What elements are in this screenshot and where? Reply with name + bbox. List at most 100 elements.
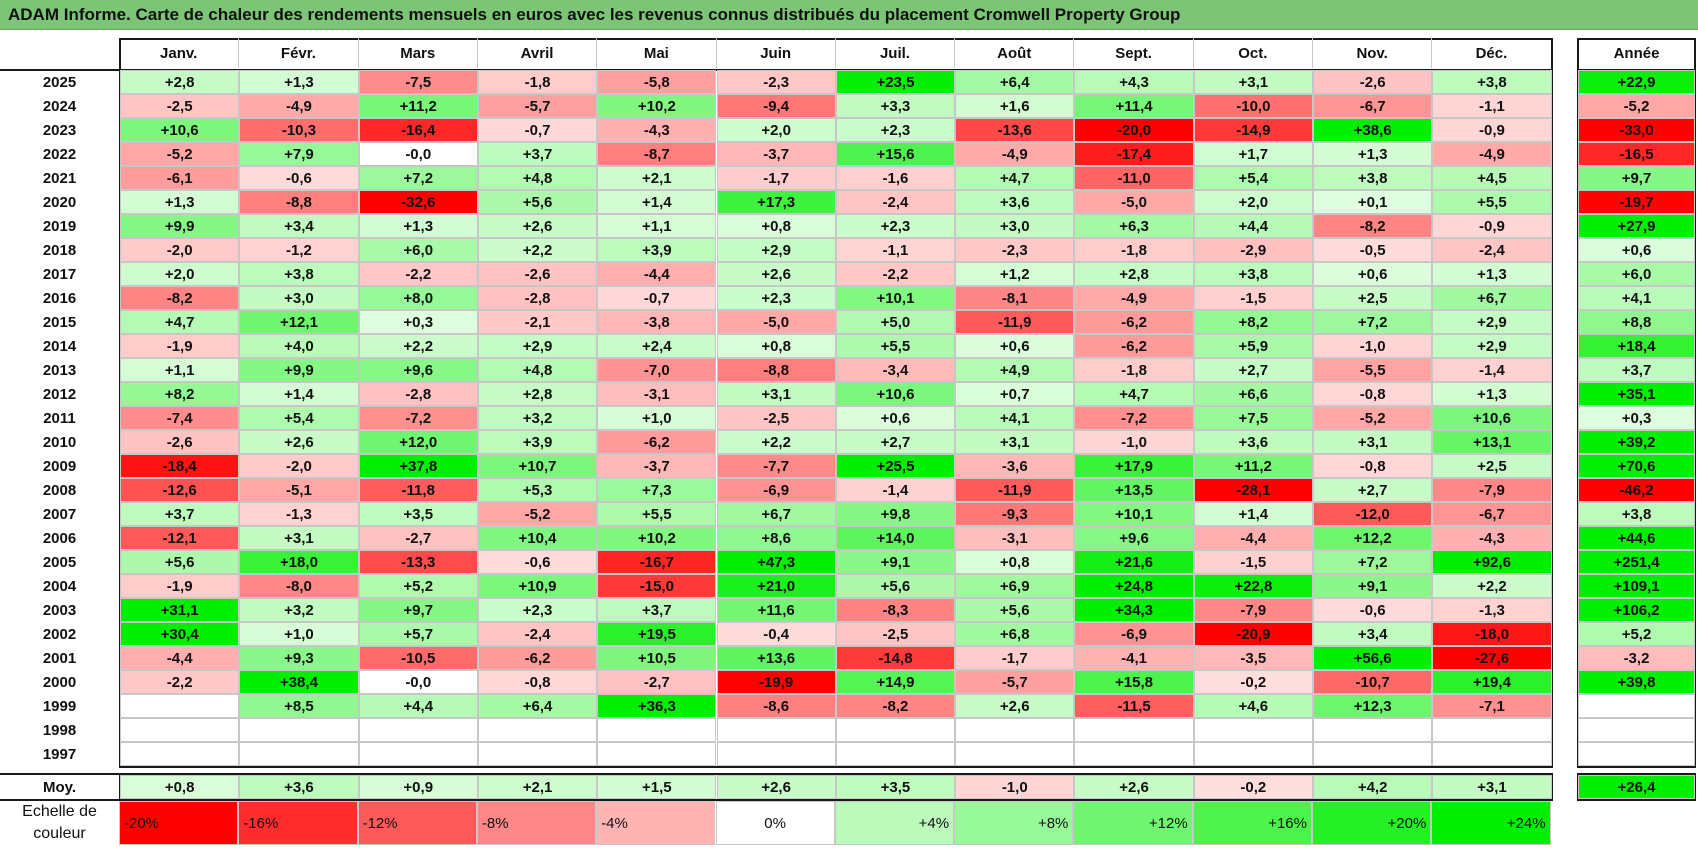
heatmap-cell: -2,2 <box>358 262 478 286</box>
annual-cell: +251,4 <box>1578 550 1695 574</box>
heatmap-cell: -1,1 <box>835 238 956 262</box>
year-label: 2010 <box>42 433 77 451</box>
heatmap-cell: -2,0 <box>239 454 359 478</box>
heatmap-cell: +10,9 <box>477 574 598 598</box>
heatmap-cell: -10,5 <box>358 646 478 670</box>
annual-cell: +39,2 <box>1578 430 1695 454</box>
year-label: 2008 <box>42 481 77 499</box>
average-cell: +4,2 <box>1313 775 1433 799</box>
heatmap-cell: +4,6 <box>1193 694 1313 718</box>
heatmap-cell: +5,0 <box>835 310 956 334</box>
heatmap-cell: -2,9 <box>1193 238 1313 262</box>
heatmap-cell: +9,8 <box>835 502 956 526</box>
heatmap-cell: +30,4 <box>120 622 240 646</box>
year-label: 2001 <box>42 649 77 667</box>
heatmap-cell: +24,8 <box>1074 574 1194 598</box>
heatmap-cell: -0,2 <box>1193 670 1313 694</box>
year-label: 2025 <box>42 73 77 91</box>
heatmap-cell: -2,5 <box>120 94 240 118</box>
heatmap-cell: +2,8 <box>477 382 598 406</box>
heatmap-cell: -2,5 <box>716 406 836 430</box>
heatmap-cell: -8,6 <box>716 694 836 718</box>
heatmap-cell: -2,6 <box>477 262 598 286</box>
annual-cell: +22,9 <box>1578 70 1695 94</box>
heatmap-cell: +9,1 <box>1313 574 1433 598</box>
heatmap-cell: -18,4 <box>120 454 240 478</box>
heatmap-cell: +5,5 <box>597 502 717 526</box>
heatmap-cell: -13,3 <box>358 550 478 574</box>
heatmap-cell: -1,8 <box>477 70 598 94</box>
heatmap-cell: -27,6 <box>1432 646 1552 670</box>
heatmap-cell: +21,6 <box>1074 550 1194 574</box>
heatmap-cell: +3,6 <box>955 190 1075 214</box>
heatmap-cell: +4,4 <box>358 694 478 718</box>
annual-header: Année <box>1613 44 1660 62</box>
heatmap-cell: +10,2 <box>597 94 717 118</box>
heatmap-cell: +56,6 <box>1313 646 1433 670</box>
heatmap-cell: -0,9 <box>1432 118 1552 142</box>
heatmap-cell: -7,0 <box>597 358 717 382</box>
month-header: Févr. <box>238 38 357 68</box>
heatmap-cell: -20,9 <box>1193 622 1313 646</box>
heatmap-cell: -5,7 <box>955 670 1075 694</box>
heatmap-cell: -7,9 <box>1193 598 1313 622</box>
average-top-rule <box>0 773 119 775</box>
heatmap-cell <box>1074 742 1194 766</box>
heatmap-cell: +6,7 <box>716 502 836 526</box>
heatmap-cell: +13,5 <box>1074 478 1194 502</box>
heatmap-cell: +5,4 <box>1193 166 1313 190</box>
heatmap-cell: +1,3 <box>120 190 240 214</box>
heatmap-cell: +3,7 <box>120 502 240 526</box>
heatmap-cell: +2,0 <box>1193 190 1313 214</box>
heatmap-cell: -4,1 <box>1074 646 1194 670</box>
heatmap-cell: -1,9 <box>120 574 240 598</box>
heatmap-cell: -2,2 <box>835 262 956 286</box>
heatmap-cell: -3,1 <box>597 382 717 406</box>
average-box <box>119 773 1553 801</box>
annual-cell: +4,1 <box>1578 286 1695 310</box>
heatmap-cell: +12,1 <box>239 310 359 334</box>
heatmap-cell: -4,9 <box>1074 286 1194 310</box>
heatmap-cell: -0,4 <box>716 622 836 646</box>
heatmap-cell: -7,7 <box>716 454 836 478</box>
heatmap-cell: +4,3 <box>1074 70 1194 94</box>
average-annual-cell: +26,4 <box>1578 775 1695 799</box>
heatmap-cell <box>477 718 598 742</box>
heatmap-cell: +12,3 <box>1313 694 1433 718</box>
heatmap-cell: +1,7 <box>1193 142 1313 166</box>
heatmap-cell <box>1193 718 1313 742</box>
heatmap-cell: -11,9 <box>955 310 1075 334</box>
heatmap-cell: -12,0 <box>1313 502 1433 526</box>
heatmap-cell: -15,0 <box>597 574 717 598</box>
annual-cell: -3,2 <box>1578 646 1695 670</box>
month-header: Juil. <box>834 38 954 68</box>
heatmap-cell: +3,0 <box>239 286 359 310</box>
heatmap-cell: +0,6 <box>955 334 1075 358</box>
annual-cell: +18,4 <box>1578 334 1695 358</box>
heatmap-cell: +12,0 <box>358 430 478 454</box>
heatmap-cell: +3,4 <box>1313 622 1433 646</box>
heatmap-cell: -1,7 <box>955 646 1075 670</box>
heatmap-cell: +8,0 <box>358 286 478 310</box>
legend-step: -12% <box>357 801 477 845</box>
average-cell: +3,6 <box>239 775 359 799</box>
legend-label-line1: Echelle de <box>22 803 97 820</box>
year-label: 2003 <box>42 601 77 619</box>
annual-cell: +5,2 <box>1578 622 1695 646</box>
heatmap-cell: +9,7 <box>358 598 478 622</box>
heatmap-cell <box>716 718 836 742</box>
heatmap-cell: +38,6 <box>1313 118 1433 142</box>
annual-cell: +109,1 <box>1578 574 1695 598</box>
heatmap-cell: +2,3 <box>716 286 836 310</box>
year-label: 2017 <box>42 265 77 283</box>
heatmap-cell: -9,3 <box>955 502 1075 526</box>
month-header: Janv. <box>160 44 198 62</box>
heatmap-cell: +5,3 <box>477 478 598 502</box>
heatmap-cell: -8,2 <box>1313 214 1433 238</box>
year-label: 2018 <box>42 241 77 259</box>
heatmap-cell: +3,7 <box>477 142 598 166</box>
heatmap-cell: +3,1 <box>955 430 1075 454</box>
legend-step: +4% <box>834 801 955 845</box>
heatmap-cell: +5,6 <box>955 598 1075 622</box>
heatmap-cell: +3,8 <box>1193 262 1313 286</box>
